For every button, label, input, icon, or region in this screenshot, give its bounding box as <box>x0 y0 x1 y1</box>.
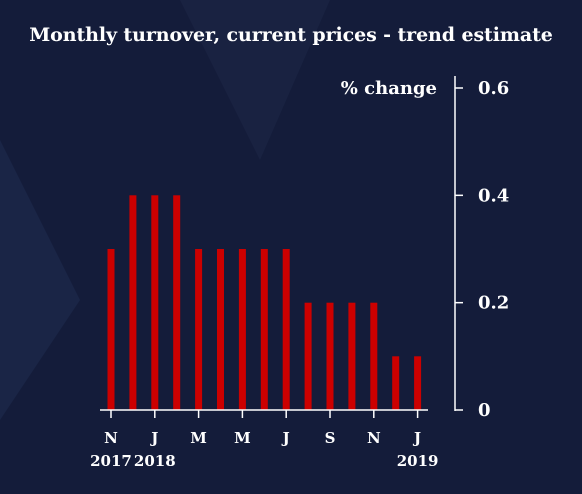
x-tick-label: J <box>149 429 158 447</box>
x-tick-label: N <box>104 429 118 447</box>
y-tick-label: 0 <box>478 400 491 421</box>
x-tick-label: M <box>234 429 251 447</box>
bar-2018-08 <box>304 302 312 410</box>
bar-2018-09 <box>326 302 334 410</box>
y-tick-label: 0.6 <box>478 78 509 99</box>
bar-2018-10 <box>348 302 356 410</box>
x-tick-label: J <box>412 429 421 447</box>
bar-2017-12 <box>129 195 137 410</box>
y-tick-label: 0.4 <box>478 185 509 206</box>
x-year-label: 2018 <box>134 452 176 470</box>
x-tick-label: J <box>281 429 290 447</box>
x-tick-label: S <box>325 429 336 447</box>
y-axis-label: % change <box>341 78 437 99</box>
bar-2018-03 <box>195 249 203 410</box>
y-tick-label: 0.2 <box>478 293 509 314</box>
bar-2018-12 <box>392 356 400 410</box>
x-tick-label: N <box>367 429 381 447</box>
bar-2018-01 <box>151 195 159 410</box>
bar-2018-05 <box>238 249 246 410</box>
bars-group <box>107 195 422 410</box>
x-year-label: 2017 <box>90 452 132 470</box>
bar-2018-02 <box>173 195 181 410</box>
bar-2018-11 <box>370 302 378 410</box>
bar-2018-06 <box>260 249 268 410</box>
chart-title: Monthly turnover, current prices - trend… <box>29 24 553 46</box>
bar-2017-11 <box>107 249 115 410</box>
y-axis: 0 0.2 0.4 0.6 <box>454 76 509 421</box>
x-tick-label: M <box>190 429 207 447</box>
bar-2019-01 <box>414 356 422 410</box>
x-year-label: 2019 <box>397 452 439 470</box>
bar-2018-07 <box>282 249 290 410</box>
bar-2018-04 <box>217 249 224 410</box>
x-axis: N 2017 J 2018 M M J S N J 2019 <box>90 409 439 470</box>
